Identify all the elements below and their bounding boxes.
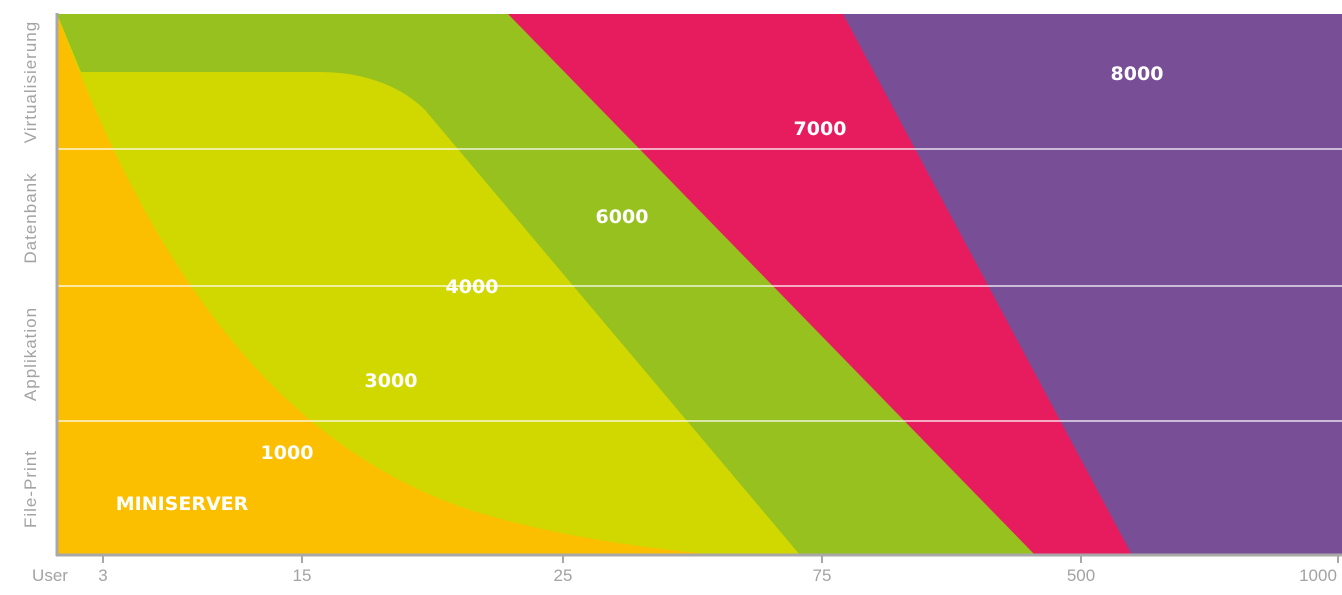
x-tick-label: 500 xyxy=(1066,566,1096,585)
series-label-8000: 8000 xyxy=(1111,63,1164,85)
series-label-4000: 4000 xyxy=(446,276,499,298)
x-tick-label: 25 xyxy=(553,566,573,585)
y-category-label: Applikation xyxy=(21,306,40,402)
x-tick-label: 75 xyxy=(812,566,832,585)
x-tick-label: 3 xyxy=(98,566,108,585)
series-label-miniserver: MINISERVER xyxy=(116,493,249,515)
series-label-7000: 7000 xyxy=(794,118,847,140)
y-category-label: Datenbank xyxy=(21,172,40,264)
x-axis-label: User xyxy=(32,566,68,585)
y-category-label: Virtualisierung xyxy=(21,20,40,144)
band-1000 xyxy=(57,14,720,555)
series-label-6000: 6000 xyxy=(596,206,649,228)
series-label-1000: 1000 xyxy=(261,442,314,464)
x-tick-label: 15 xyxy=(292,566,312,585)
series-label-3000: 3000 xyxy=(365,370,418,392)
x-tick-label: 1000 xyxy=(1299,566,1337,585)
y-category-label: File-Print xyxy=(21,449,40,529)
